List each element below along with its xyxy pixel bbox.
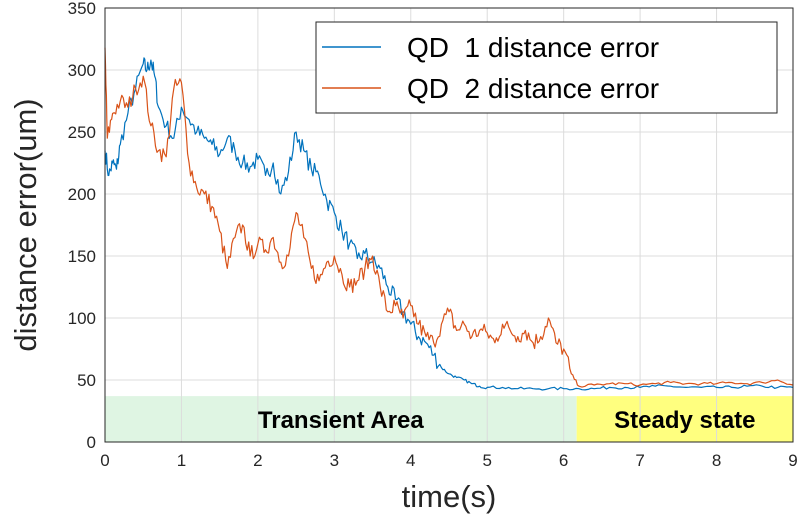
y-tick-labels: 0 50 100 150 200 250 300 350 [68, 0, 96, 452]
y-tick-label: 50 [77, 371, 96, 390]
x-tick-label: 4 [406, 451, 415, 470]
y-tick-label: 250 [68, 123, 96, 142]
y-tick-label: 100 [68, 309, 96, 328]
series-line-qd1 [104, 57, 794, 391]
legend-label-qd1: QD 1 distance error [407, 32, 659, 63]
series-line-qd2 [104, 47, 794, 388]
region-layer [105, 396, 793, 442]
y-tick-label: 0 [87, 433, 96, 452]
region-steady [576, 396, 793, 442]
legend-box [315, 21, 778, 114]
y-axis-label: distance error(um) [8, 98, 43, 351]
region-label-transient: Transient Area [258, 407, 424, 434]
x-tick-label: 5 [482, 451, 491, 470]
x-tick-label: 7 [635, 451, 644, 470]
x-tick-label: 9 [788, 451, 797, 470]
legend-label-qd2: QD 2 distance error [407, 73, 659, 104]
x-tick-label: 6 [559, 451, 568, 470]
series-layer [104, 47, 794, 391]
x-tick-label: 8 [712, 451, 721, 470]
y-tick-label: 200 [68, 185, 96, 204]
x-tick-label: 2 [253, 451, 262, 470]
legend: QD 1 distance error QD 2 distance error [315, 21, 778, 114]
x-axis-label: time(s) [402, 479, 497, 514]
x-tick-label: 3 [330, 451, 339, 470]
x-tick-label: 1 [177, 451, 186, 470]
region-label-steady: Steady state [614, 407, 755, 434]
y-tick-label: 350 [68, 0, 96, 18]
x-tick-labels: 0 1 2 3 4 5 6 7 8 9 [100, 451, 797, 470]
region-label-layer: Transient Area Steady state [258, 407, 756, 434]
y-tick-label: 150 [68, 247, 96, 266]
region-transient [105, 396, 577, 442]
y-tick-label: 300 [68, 61, 96, 80]
plot-frame [104, 7, 794, 443]
x-tick-label: 0 [100, 451, 109, 470]
